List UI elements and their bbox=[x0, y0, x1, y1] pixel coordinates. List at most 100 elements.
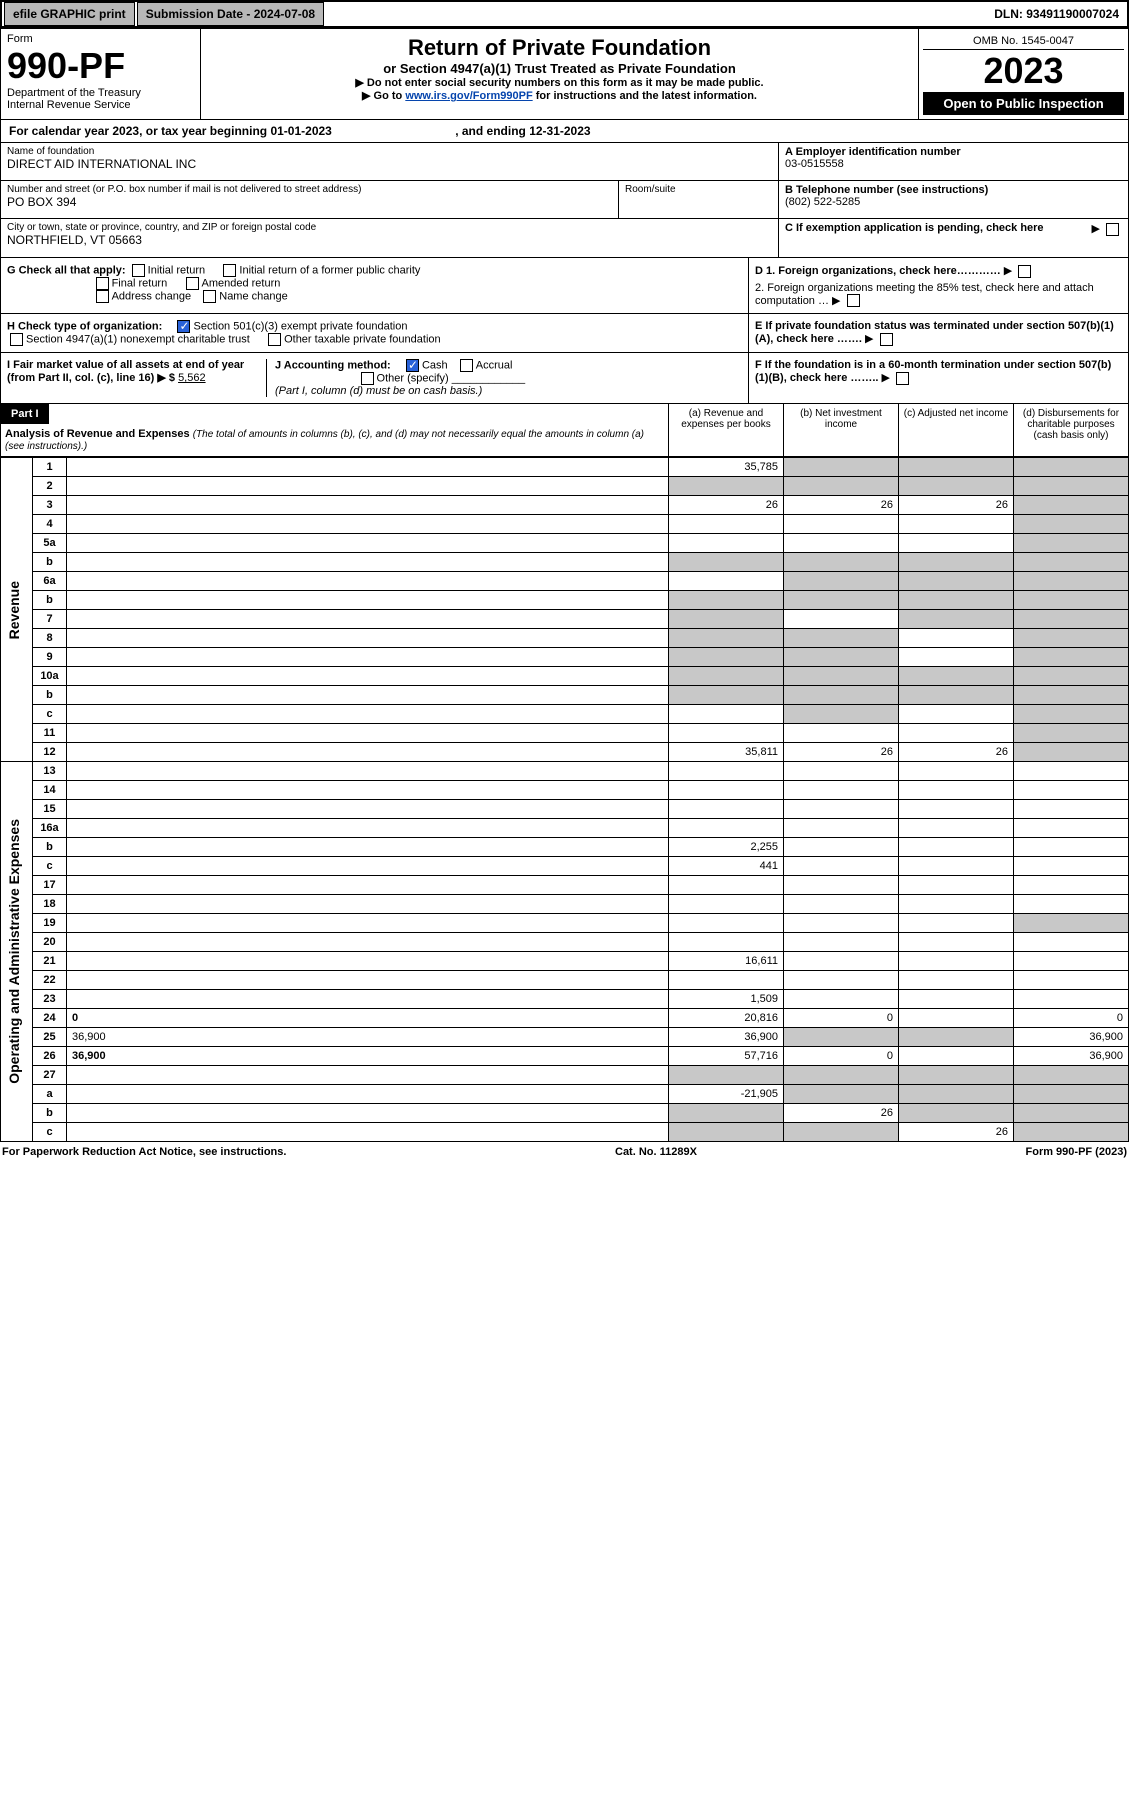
line-number: 1 bbox=[33, 458, 67, 477]
return-subtitle: or Section 4947(a)(1) Trust Treated as P… bbox=[207, 61, 912, 76]
initial-pc-label: Initial return of a former public charit… bbox=[239, 264, 420, 276]
pending-checkbox[interactable] bbox=[1106, 223, 1119, 236]
j-other-checkbox[interactable] bbox=[361, 372, 374, 385]
j-accrual-checkbox[interactable] bbox=[460, 359, 473, 372]
table-row: 8 bbox=[1, 629, 1129, 648]
table-row: 20 bbox=[1, 933, 1129, 952]
line-value-d bbox=[1014, 610, 1129, 629]
d2-checkbox[interactable] bbox=[847, 294, 860, 307]
line-number: 27 bbox=[33, 1066, 67, 1085]
line-value-a bbox=[669, 819, 784, 838]
line-description bbox=[67, 857, 669, 876]
j-note: (Part I, column (d) must be on cash basi… bbox=[275, 385, 482, 397]
table-row: b bbox=[1, 591, 1129, 610]
line-value-b bbox=[784, 1066, 899, 1085]
line-number: b bbox=[33, 553, 67, 572]
j-cash-label: Cash bbox=[422, 360, 448, 372]
line-value-d bbox=[1014, 971, 1129, 990]
line-value-c bbox=[899, 477, 1014, 496]
line-value-b bbox=[784, 1123, 899, 1142]
address: PO BOX 394 bbox=[7, 195, 612, 209]
line-value-a bbox=[669, 572, 784, 591]
table-row: 5a bbox=[1, 534, 1129, 553]
irs-link[interactable]: www.irs.gov/Form990PF bbox=[405, 90, 532, 102]
line-description bbox=[67, 838, 669, 857]
table-row: 2 bbox=[1, 477, 1129, 496]
line-value-d bbox=[1014, 534, 1129, 553]
form-word: Form bbox=[7, 33, 194, 45]
tax-year: 2023 bbox=[923, 50, 1124, 92]
final-return-checkbox[interactable] bbox=[96, 277, 109, 290]
line-value-a: 16,611 bbox=[669, 952, 784, 971]
h-501c3-checkbox[interactable] bbox=[177, 320, 190, 333]
line-number: 7 bbox=[33, 610, 67, 629]
amended-return-checkbox[interactable] bbox=[186, 277, 199, 290]
line-number: 10a bbox=[33, 667, 67, 686]
line-value-c bbox=[899, 686, 1014, 705]
line-value-b bbox=[784, 610, 899, 629]
table-row: 2536,90036,90036,900 bbox=[1, 1028, 1129, 1047]
j-accrual-label: Accrual bbox=[476, 360, 513, 372]
line-value-c bbox=[899, 1047, 1014, 1066]
h-4947-checkbox[interactable] bbox=[10, 333, 23, 346]
line-value-c bbox=[899, 800, 1014, 819]
line-value-c: 26 bbox=[899, 743, 1014, 762]
h-other-checkbox[interactable] bbox=[268, 333, 281, 346]
line-value-c bbox=[899, 990, 1014, 1009]
line-value-a bbox=[669, 781, 784, 800]
line-value-a: 441 bbox=[669, 857, 784, 876]
line-value-c bbox=[899, 553, 1014, 572]
initial-pc-checkbox[interactable] bbox=[223, 264, 236, 277]
line-number: c bbox=[33, 857, 67, 876]
address-change-checkbox[interactable] bbox=[96, 290, 109, 303]
line-value-c bbox=[899, 1028, 1014, 1047]
line-value-b bbox=[784, 800, 899, 819]
i-value: 5,562 bbox=[178, 372, 206, 384]
e-checkbox[interactable] bbox=[880, 333, 893, 346]
initial-return-checkbox[interactable] bbox=[132, 264, 145, 277]
line-value-a bbox=[669, 477, 784, 496]
line-value-b bbox=[784, 705, 899, 724]
line-number: 5a bbox=[33, 534, 67, 553]
city-state-zip: NORTHFIELD, VT 05663 bbox=[7, 233, 772, 247]
table-row: 15 bbox=[1, 800, 1129, 819]
h-4947-label: Section 4947(a)(1) nonexempt charitable … bbox=[26, 334, 250, 346]
table-row: a-21,905 bbox=[1, 1085, 1129, 1104]
line-number: 18 bbox=[33, 895, 67, 914]
line-value-d: 36,900 bbox=[1014, 1047, 1129, 1066]
irs-label: Internal Revenue Service bbox=[7, 99, 194, 111]
line-value-c bbox=[899, 914, 1014, 933]
line-number: 13 bbox=[33, 762, 67, 781]
line-value-a bbox=[669, 667, 784, 686]
name-change-checkbox[interactable] bbox=[203, 290, 216, 303]
line-number: 21 bbox=[33, 952, 67, 971]
line-value-a: -21,905 bbox=[669, 1085, 784, 1104]
line-value-b bbox=[784, 667, 899, 686]
line-value-b bbox=[784, 591, 899, 610]
line-value-b bbox=[784, 1028, 899, 1047]
line-value-d bbox=[1014, 553, 1129, 572]
line-value-a bbox=[669, 914, 784, 933]
revenue-side-label: Revenue bbox=[6, 581, 22, 639]
table-row: 11 bbox=[1, 724, 1129, 743]
line-number: b bbox=[33, 838, 67, 857]
line-description bbox=[67, 743, 669, 762]
j-cash-checkbox[interactable] bbox=[406, 359, 419, 372]
footer-mid: Cat. No. 11289X bbox=[615, 1146, 697, 1158]
efile-button[interactable]: efile GRAPHIC print bbox=[4, 2, 135, 26]
footer-right: Form 990-PF (2023) bbox=[1026, 1146, 1127, 1158]
line-number: 14 bbox=[33, 781, 67, 800]
line-number: 24 bbox=[33, 1009, 67, 1028]
d1-checkbox[interactable] bbox=[1018, 265, 1031, 278]
line-value-b bbox=[784, 648, 899, 667]
h-501c3-label: Section 501(c)(3) exempt private foundat… bbox=[193, 321, 407, 333]
line-description bbox=[67, 724, 669, 743]
line-description bbox=[67, 990, 669, 1009]
line-value-c bbox=[899, 667, 1014, 686]
f-checkbox[interactable] bbox=[896, 372, 909, 385]
line-value-b: 26 bbox=[784, 1104, 899, 1123]
return-title: Return of Private Foundation bbox=[207, 35, 912, 61]
line-description bbox=[67, 534, 669, 553]
line-value-b bbox=[784, 458, 899, 477]
line-value-c bbox=[899, 857, 1014, 876]
